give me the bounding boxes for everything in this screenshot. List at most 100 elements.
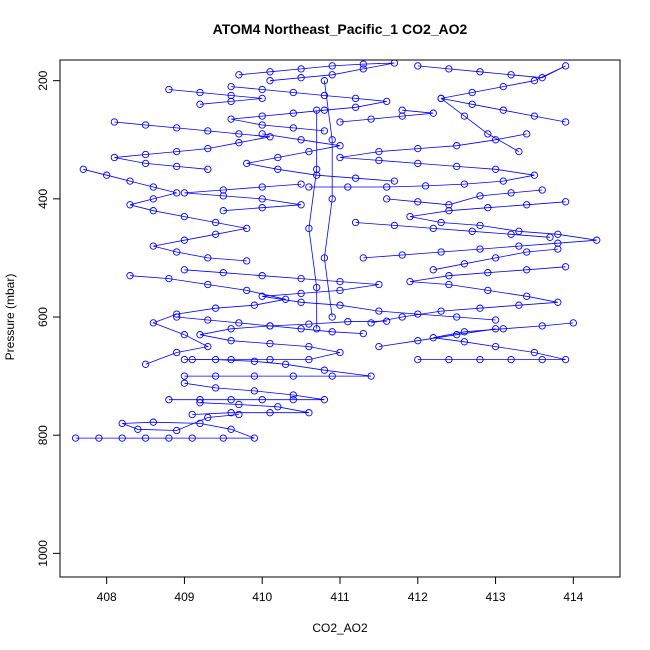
data-point	[359, 65, 367, 73]
data-point	[359, 254, 367, 262]
data-point	[375, 280, 383, 289]
data-point	[445, 65, 453, 73]
data-point	[328, 136, 336, 144]
data-point	[530, 348, 539, 357]
data-point	[149, 195, 157, 203]
data-point	[515, 227, 523, 235]
data-point	[227, 409, 235, 417]
data-point	[351, 103, 360, 111]
data-point	[227, 337, 235, 345]
data-point	[569, 319, 577, 327]
data-point	[554, 239, 562, 247]
data-point	[211, 230, 220, 238]
data-point	[344, 318, 352, 326]
data-point	[173, 313, 181, 321]
data-point	[281, 360, 290, 368]
series-line	[129, 275, 286, 365]
data-point	[445, 280, 453, 289]
y-axis-label: Pressure (mbar)	[3, 274, 17, 361]
data-point	[110, 118, 119, 126]
series-line	[168, 382, 325, 401]
series-line	[308, 133, 535, 188]
series-line	[192, 402, 309, 415]
data-point	[476, 221, 484, 230]
data-point	[445, 207, 453, 215]
data-point	[258, 292, 266, 300]
data-point	[390, 177, 399, 185]
data-point	[320, 396, 329, 404]
data-point	[460, 180, 469, 188]
data-point	[398, 251, 406, 259]
data-point	[359, 60, 367, 68]
data-point	[79, 165, 87, 173]
data-point	[305, 147, 313, 156]
data-point	[515, 242, 523, 250]
data-point	[258, 204, 266, 212]
data-point	[297, 274, 305, 283]
data-point	[266, 68, 274, 76]
series-line	[114, 121, 271, 170]
data-point	[149, 207, 157, 215]
series-line	[433, 248, 558, 271]
data-point	[204, 165, 212, 173]
data-point	[266, 322, 274, 330]
data-point	[103, 171, 111, 179]
data-point	[204, 144, 212, 153]
data-point	[204, 254, 212, 262]
x-tick-label: 413	[486, 590, 506, 604]
data-point	[561, 118, 570, 126]
data-point	[258, 272, 266, 280]
data-point	[289, 88, 297, 97]
data-point	[141, 434, 150, 442]
data-point	[538, 74, 546, 82]
series-line	[323, 80, 333, 318]
data-point	[554, 245, 562, 253]
data-point	[235, 71, 243, 79]
series-line	[417, 322, 574, 361]
data-point	[507, 189, 515, 197]
data-point	[235, 139, 243, 147]
data-point	[305, 342, 313, 351]
data-point	[561, 198, 570, 206]
series-line	[75, 414, 255, 439]
data-point	[468, 227, 476, 235]
data-point	[297, 65, 305, 73]
data-point	[188, 434, 196, 442]
x-tick-label: 408	[97, 590, 117, 604]
data-point	[336, 153, 344, 162]
data-point	[297, 289, 305, 298]
data-point	[196, 100, 204, 108]
data-point	[499, 82, 507, 91]
data-point	[437, 307, 445, 315]
data-point	[243, 257, 251, 265]
data-point	[484, 269, 492, 277]
data-point	[383, 183, 391, 191]
data-point	[320, 254, 329, 262]
data-point	[383, 195, 391, 203]
data-point	[351, 174, 360, 182]
data-point	[227, 91, 235, 100]
series-line	[176, 316, 364, 334]
data-point	[320, 91, 329, 100]
data-point	[266, 133, 274, 141]
data-point	[173, 248, 181, 256]
data-point	[258, 112, 266, 120]
data-point	[305, 224, 313, 233]
series-line	[371, 266, 566, 324]
data-point	[421, 182, 430, 190]
data-point	[250, 301, 259, 309]
data-point	[351, 94, 360, 103]
series-line	[355, 222, 551, 238]
data-point	[351, 218, 360, 227]
series-line	[339, 109, 434, 123]
data-point	[188, 355, 196, 364]
data-point	[141, 360, 150, 368]
x-tick-label: 414	[563, 590, 583, 604]
data-point	[554, 298, 562, 306]
data-point	[173, 189, 181, 197]
data-point	[507, 230, 515, 238]
data-point	[235, 319, 243, 327]
data-point	[297, 180, 305, 188]
data-point	[414, 159, 422, 168]
